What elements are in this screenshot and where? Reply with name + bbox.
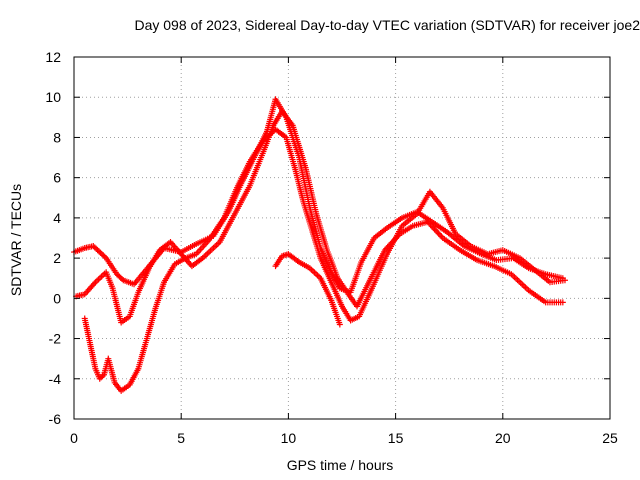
data-point	[336, 321, 343, 328]
series-trace-3	[81, 126, 568, 394]
chart-title: Day 098 of 2023, Sidereal Day-to-day VTE…	[134, 17, 640, 33]
x-tick-label: 5	[177, 430, 185, 446]
data-point	[437, 232, 444, 239]
tick-labels: 0 5 10 15 20 25 -6 -4 -2 0 2 4 6 8 10 12	[45, 49, 618, 446]
y-tick-label: -2	[49, 331, 62, 347]
series-trace-4	[272, 251, 343, 328]
y-tick-label: -4	[49, 371, 62, 387]
data-point	[434, 229, 441, 236]
x-tick-label: 15	[388, 430, 404, 446]
grid-lines	[74, 57, 610, 419]
x-tick-label: 25	[602, 430, 618, 446]
data-point	[561, 277, 568, 284]
y-tick-label: 6	[53, 170, 61, 186]
y-tick-label: 4	[53, 210, 61, 226]
data-points	[71, 96, 568, 394]
x-tick-label: 20	[495, 430, 511, 446]
y-tick-label: 8	[53, 129, 61, 145]
data-point	[559, 299, 566, 306]
series-trace-2	[73, 108, 566, 326]
data-point	[119, 276, 126, 283]
y-tick-label: 2	[53, 250, 61, 266]
x-tick-label: 0	[70, 430, 78, 446]
y-axis-label: SDTVAR / TECUs	[8, 183, 24, 297]
data-point	[435, 230, 442, 237]
y-tick-label: 12	[45, 49, 61, 65]
x-tick-label: 10	[281, 430, 297, 446]
y-tick-label: 0	[53, 290, 61, 306]
y-tick-label: -6	[49, 411, 62, 427]
data-point	[432, 227, 439, 234]
plot-frame	[73, 56, 611, 420]
axis-ticks	[73, 56, 611, 420]
y-tick-label: 10	[45, 89, 61, 105]
x-axis-label: GPS time / hours	[286, 457, 394, 473]
